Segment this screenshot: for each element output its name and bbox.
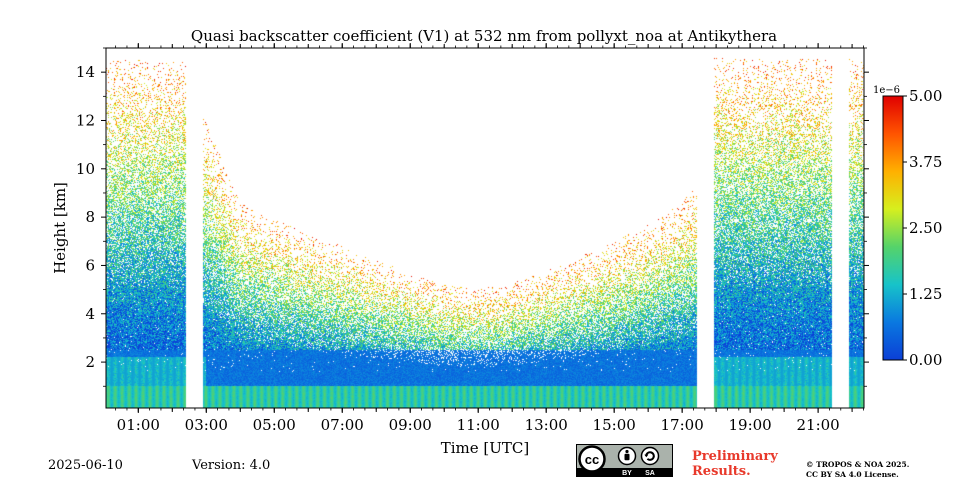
x-tick-label: 07:00	[321, 416, 364, 434]
y-tick-label: 2	[85, 353, 95, 371]
x-tick-label: 11:00	[457, 416, 500, 434]
x-tick-label: 05:00	[253, 416, 296, 434]
y-tick-label: 4	[85, 305, 95, 323]
copyright-line-1: © TROPOS & NOA 2025.	[806, 460, 910, 469]
sa-sharealike-icon	[640, 446, 660, 466]
y-tick-label: 14	[76, 63, 95, 81]
sa-label: SA	[645, 470, 655, 477]
colorbar-ticks: 0.00 1.25 2.50 3.75 5.00	[903, 87, 942, 369]
y-tick-label: 12	[76, 111, 95, 129]
y-axis: 2 4 6 8 10 12 14	[76, 47, 869, 387]
x-tick-label: 13:00	[525, 416, 568, 434]
colorbar-tick-label: 1.25	[909, 285, 942, 303]
plot-frame	[105, 47, 865, 409]
colorbar: 1e−6 0.00 1.25 2.50 3.75 5.00	[873, 85, 942, 369]
y-tick-label: 10	[76, 160, 95, 178]
x-tick-label: 17:00	[661, 416, 704, 434]
copyright-notice: © TROPOS & NOA 2025. CC BY SA 4.0 Licens…	[806, 460, 909, 480]
colorbar-tick-label: 5.00	[909, 87, 942, 105]
preliminary-line-2: Results.	[692, 464, 751, 479]
backscatter-heatmap	[106, 48, 864, 408]
colorbar-tick-label: 3.75	[909, 153, 942, 171]
x-tick-label: 21:00	[796, 416, 839, 434]
cc-logo-text: cc	[585, 452, 599, 467]
cc-license-badge: cc BY SA	[576, 444, 673, 477]
preliminary-line-1: Preliminary	[692, 449, 778, 464]
plot-area	[105, 47, 865, 409]
x-tick-label: 03:00	[185, 416, 228, 434]
colorbar-scale-label: 1e−6	[873, 85, 900, 96]
x-axis: 01:00 03:00 05:00 07:00 09:00 11:00 13:00 15:00…	[115, 43, 864, 434]
chart-title: Quasi backscatter coefficient (V1) at 53…	[191, 27, 777, 45]
x-tick-label: 01:00	[117, 416, 160, 434]
measurement-date: 2025-06-10	[48, 458, 123, 473]
x-tick-label: 09:00	[389, 416, 432, 434]
x-axis-label: Time [UTC]	[441, 439, 530, 457]
preliminary-results-note: Preliminary Results.	[692, 449, 778, 479]
x-tick-label: 19:00	[729, 416, 772, 434]
colorbar-gradient	[882, 95, 904, 361]
y-tick-label: 6	[85, 256, 95, 274]
y-tick-label: 8	[85, 208, 95, 226]
colorbar-tick-label: 0.00	[909, 351, 942, 369]
copyright-line-2: CC BY SA 4.0 License.	[806, 470, 899, 479]
colorbar-tick-label: 2.50	[909, 219, 942, 237]
version-label: Version: 4.0	[192, 458, 271, 473]
by-label: BY	[622, 470, 632, 477]
y-axis-label: Height [km]	[51, 182, 69, 274]
x-tick-label: 15:00	[593, 416, 636, 434]
cc-logo-icon	[578, 445, 606, 473]
